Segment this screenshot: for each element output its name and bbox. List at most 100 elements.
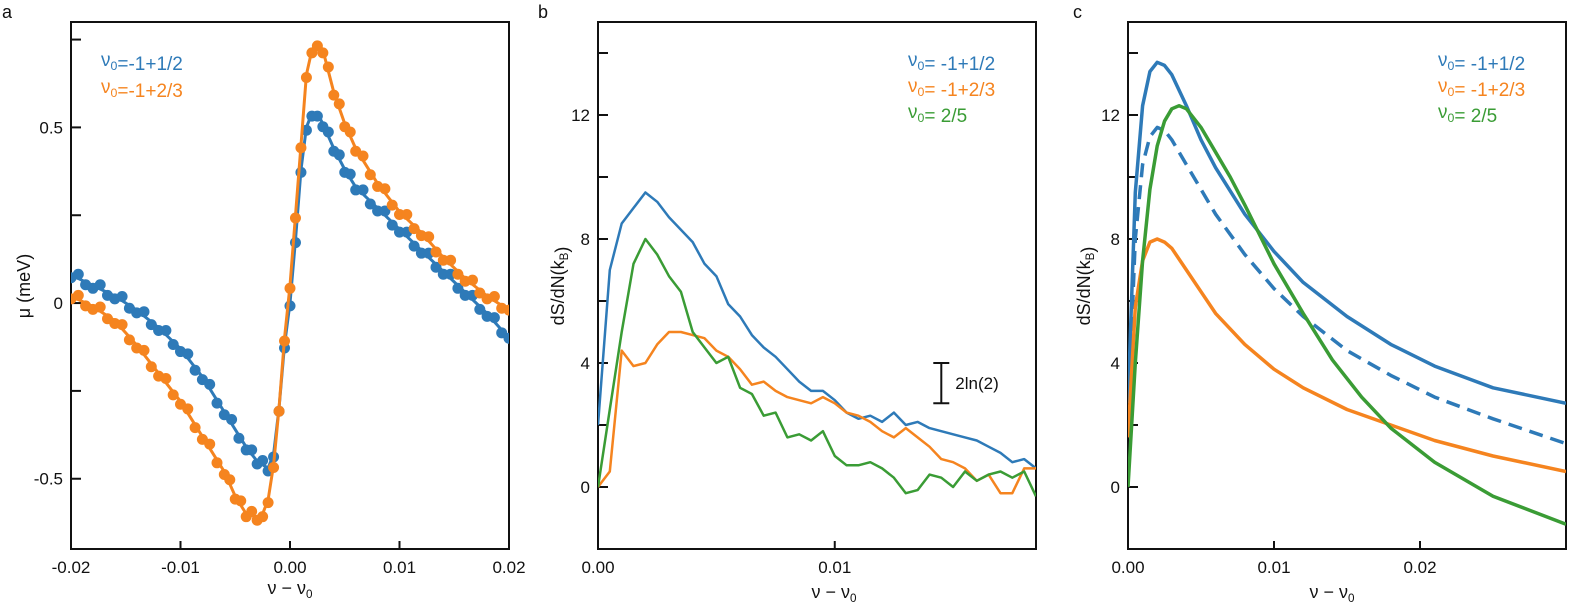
data-point xyxy=(246,444,258,456)
data-point xyxy=(167,339,179,351)
data-point xyxy=(317,47,329,59)
data-point xyxy=(116,319,128,331)
data-point xyxy=(295,142,307,154)
data-point xyxy=(262,497,274,509)
data-point xyxy=(503,304,509,316)
data-point xyxy=(235,495,247,507)
y-tick-label: 0 xyxy=(54,294,63,313)
data-point xyxy=(289,212,301,224)
data-point xyxy=(160,372,172,384)
data-point xyxy=(386,219,398,231)
x-tick-label: 0.00 xyxy=(581,558,614,577)
data-point xyxy=(488,312,500,324)
data-point xyxy=(488,291,500,303)
data-point xyxy=(257,511,269,523)
y-tick-label: 0 xyxy=(581,478,590,497)
data-point xyxy=(257,454,269,466)
data-point xyxy=(300,72,312,84)
data-point xyxy=(204,378,216,390)
y-tick-label: 12 xyxy=(1101,106,1120,125)
data-point xyxy=(94,301,106,313)
data-point xyxy=(357,150,369,162)
series-line--0-2-5 xyxy=(1128,103,1566,526)
series-a xyxy=(71,40,509,526)
y-axis-label-c: dS/dN(kB) xyxy=(1074,247,1098,326)
x-tick-label: 0.02 xyxy=(1403,558,1436,577)
data-point xyxy=(401,209,413,221)
data-point xyxy=(328,89,340,101)
legend-a: ν0=-1+1/2ν0=-1+2/3 xyxy=(101,50,183,102)
panel-letter-a: a xyxy=(2,2,13,22)
data-point xyxy=(224,474,236,486)
series-line--0-2-5 xyxy=(598,237,1036,497)
plot-frame-b xyxy=(597,21,1037,550)
ticks-c: 0.00 0.01 0.02 0 4 8 12 xyxy=(1101,52,1437,577)
x-tick-label: 0.01 xyxy=(818,558,851,577)
data-point xyxy=(364,198,376,210)
y-tick-label: 0 xyxy=(1111,478,1120,497)
series-line--0-1-2-3 xyxy=(598,330,1036,495)
y-tick-label: 4 xyxy=(1111,354,1120,373)
x-tick-label: -0.01 xyxy=(161,558,200,577)
data-point xyxy=(333,149,345,161)
data-point xyxy=(116,291,128,303)
data-point xyxy=(211,457,223,469)
data-point xyxy=(379,183,391,195)
data-point xyxy=(467,274,478,286)
legend-c: ν0= -1+1/2ν0= -1+2/3ν0= 2/5 xyxy=(1438,50,1525,127)
data-point xyxy=(344,168,356,180)
legend-entry: ν0= -1+2/3 xyxy=(908,76,995,101)
data-point xyxy=(189,422,201,434)
y-tick-label: 12 xyxy=(571,106,590,125)
panel-letter-b: b xyxy=(538,2,548,22)
y-tick-label: 8 xyxy=(1111,230,1120,249)
plot-frame-c xyxy=(1127,21,1567,550)
data-point xyxy=(423,231,435,243)
scale-bar-annotation: 2ln(2) xyxy=(933,362,999,405)
y-tick-label: 0.5 xyxy=(39,118,63,137)
data-point xyxy=(204,438,216,450)
data-point xyxy=(72,289,84,301)
x-axis-label-c: ν − ν0 xyxy=(1309,582,1355,605)
data-point xyxy=(160,324,172,336)
data-point xyxy=(167,389,179,401)
series-line-dashed-dashed xyxy=(1128,125,1566,446)
data-point xyxy=(138,306,150,318)
data-point xyxy=(273,405,285,417)
data-point xyxy=(322,61,334,73)
data-point xyxy=(279,335,291,347)
x-tick-label: 0.00 xyxy=(273,558,306,577)
legend-entry: ν0= 2/5 xyxy=(1438,102,1497,127)
data-point xyxy=(226,413,238,425)
x-tick-label: 0.01 xyxy=(1257,558,1290,577)
data-point xyxy=(182,348,194,360)
data-point xyxy=(474,303,486,315)
data-point xyxy=(322,126,334,138)
legend-entry: ν0=-1+2/3 xyxy=(101,77,183,102)
ticks-a: -0.02 -0.01 0.00 0.01 0.02 -0.5 0 0.5 xyxy=(34,38,526,577)
x-tick-label: 0.02 xyxy=(492,558,525,577)
data-point xyxy=(94,279,106,291)
data-point xyxy=(379,205,391,217)
y-axis-label-b: dS/dN(kB) xyxy=(548,247,572,326)
legend-entry: ν0= -1+1/2 xyxy=(1438,50,1525,75)
data-point xyxy=(408,223,420,235)
x-tick-label: 0.01 xyxy=(383,558,416,577)
data-point xyxy=(284,282,296,294)
data-point xyxy=(311,110,323,122)
y-axis-label-a: μ (meV) xyxy=(14,254,34,318)
x-axis-label-a: ν − ν0 xyxy=(267,578,313,601)
data-point xyxy=(233,432,245,444)
scale-bar-label: 2ln(2) xyxy=(955,374,998,393)
series-line--0-1-1-2 xyxy=(598,191,1036,470)
x-axis-label-b: ν − ν0 xyxy=(811,582,857,605)
data-point xyxy=(386,199,398,211)
data-point xyxy=(246,505,258,517)
data-point xyxy=(189,364,201,376)
data-point xyxy=(430,261,442,273)
data-point xyxy=(123,334,135,346)
series-b xyxy=(598,191,1036,497)
data-point xyxy=(145,319,157,331)
data-point xyxy=(474,287,486,299)
